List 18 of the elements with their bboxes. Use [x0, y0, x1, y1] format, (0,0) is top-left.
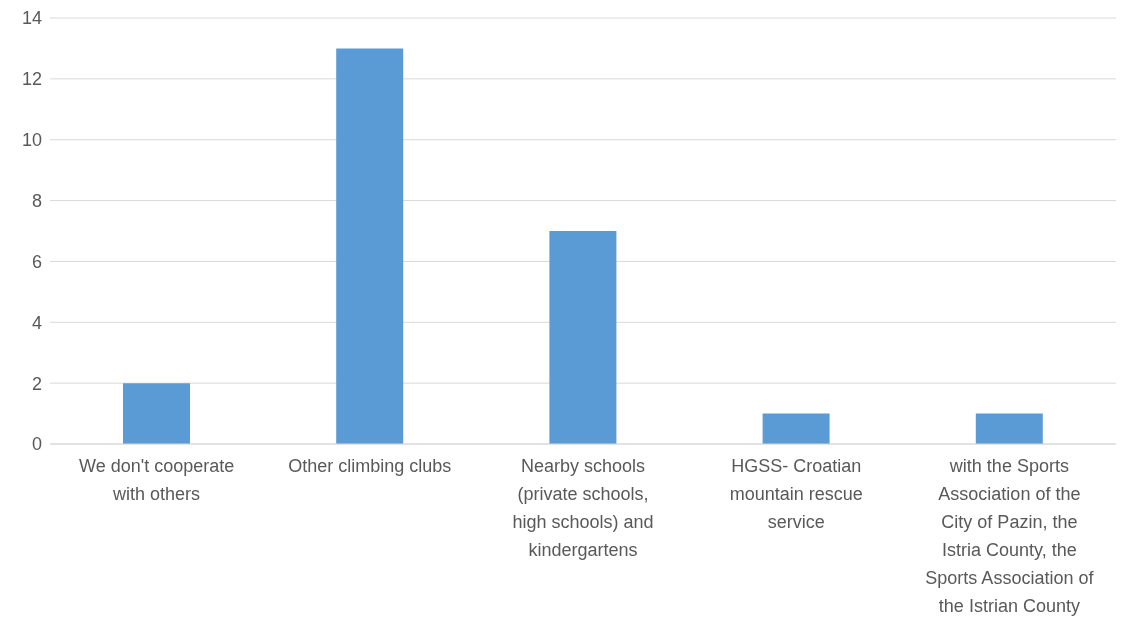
x-tick-label: with the Sports Association of the City of Pazin, the Istria County, the Sports Association of the Istrian County	[925, 456, 1095, 616]
bar	[549, 231, 617, 444]
bar	[123, 383, 190, 444]
x-tick-label: Nearby schools (private schools, high schools) and kindergartens	[512, 456, 654, 560]
y-tick-label: 8	[31, 190, 42, 211]
y-tick-label: 14	[21, 8, 42, 29]
y-tick-label: 0	[31, 434, 42, 455]
x-tick-label: HGSS- Croatian mountain rescue service	[729, 456, 863, 532]
y-tick-label: 6	[31, 251, 42, 272]
bar	[336, 48, 404, 444]
y-tick-label: 12	[21, 69, 42, 90]
y-tick-label: 4	[31, 312, 42, 333]
bar	[762, 413, 830, 444]
x-tick-label: Other climbing clubs	[288, 456, 452, 476]
bar	[975, 413, 1043, 444]
x-tick-label: We don't cooperate with others	[78, 456, 235, 504]
y-tick-label: 10	[21, 130, 42, 151]
y-tick-label: 2	[31, 373, 42, 394]
